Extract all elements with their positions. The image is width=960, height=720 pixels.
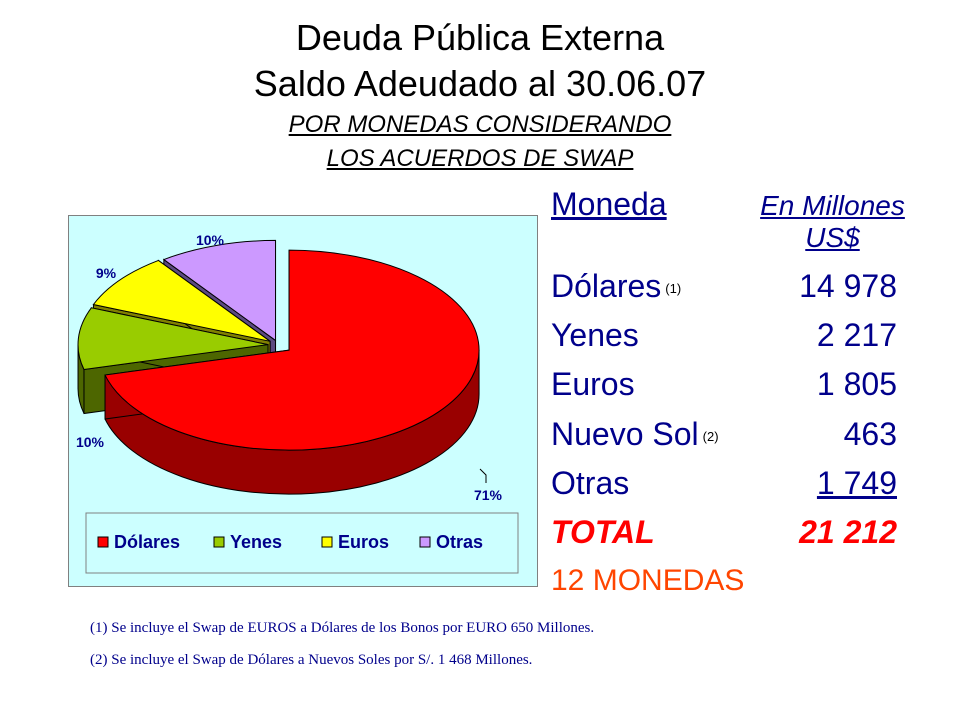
pie-label-2: 9% xyxy=(96,265,117,281)
column-header-units: En Millones US$ xyxy=(740,190,925,254)
legend-label-0: Dólares xyxy=(114,532,180,552)
pie-slice-2 xyxy=(92,259,271,342)
pie-label-1: 10% xyxy=(76,434,105,450)
legend-label-2: Euros xyxy=(338,532,389,552)
row-name-euros: Euros xyxy=(551,366,635,402)
row-name-nuevo-sol: Nuevo Sol (2) xyxy=(551,416,719,452)
chart-subtitle-line2: LOS ACUERDOS DE SWAP xyxy=(326,145,634,172)
leader-line-dolares xyxy=(479,468,487,483)
row-value-yenes: 2 217 xyxy=(816,317,897,353)
legend-swatch-0 xyxy=(97,536,109,548)
row-name-otras: Otras xyxy=(551,465,630,501)
row-name-dolares: Dólares (1) xyxy=(551,268,682,304)
row-name-yenes: Yenes xyxy=(551,317,639,353)
currency-count: 12 MONEDAS xyxy=(551,564,745,597)
total-label: TOTAL xyxy=(551,514,655,550)
pie-label-0: 71% xyxy=(474,487,503,503)
legend-label-3: Otras xyxy=(436,532,483,552)
footnote-2: (2) Se incluye el Swap de Dólares a Nuev… xyxy=(90,652,533,668)
total-value: 21 212 xyxy=(799,514,897,550)
pie-chart: 71% 10% 9% 10% Dólares Yenes Euros Otras xyxy=(68,215,538,587)
legend-swatch-2 xyxy=(321,536,333,548)
units-line1: En Millones xyxy=(760,190,905,221)
chart-title-line1: Deuda Pública Externa xyxy=(295,17,665,58)
row-value-otras: 1 749 xyxy=(816,465,897,501)
chart-subtitle-line1: POR MONEDAS CONSIDERANDO xyxy=(288,111,672,138)
chart-title-line2: Saldo Adeudado al 30.06.07 xyxy=(253,63,707,104)
legend-swatch-1 xyxy=(213,536,225,548)
pie-label-3: 10% xyxy=(196,232,225,248)
pie-slice-3 xyxy=(162,239,277,342)
footnote-ref-2: (2) xyxy=(702,428,719,444)
row-value-euros: 1 805 xyxy=(816,366,897,402)
legend-label-1: Yenes xyxy=(230,532,282,552)
row-value-dolares: 14 978 xyxy=(799,268,897,304)
legend-box xyxy=(85,512,519,574)
pie-slice-0 xyxy=(104,249,480,451)
row-value-nuevo-sol: 463 xyxy=(843,416,897,452)
pie-slice-1 xyxy=(77,307,269,371)
legend-swatch-3 xyxy=(419,536,431,548)
units-line2: US$ xyxy=(805,222,860,253)
chart-legend: Dólares Yenes Euros Otras xyxy=(85,512,519,574)
column-header-currency: Moneda xyxy=(551,186,667,222)
footnote-ref-1: (1) xyxy=(665,280,682,296)
footnote-1: (1) Se incluye el Swap de EUROS a Dólare… xyxy=(90,620,595,636)
